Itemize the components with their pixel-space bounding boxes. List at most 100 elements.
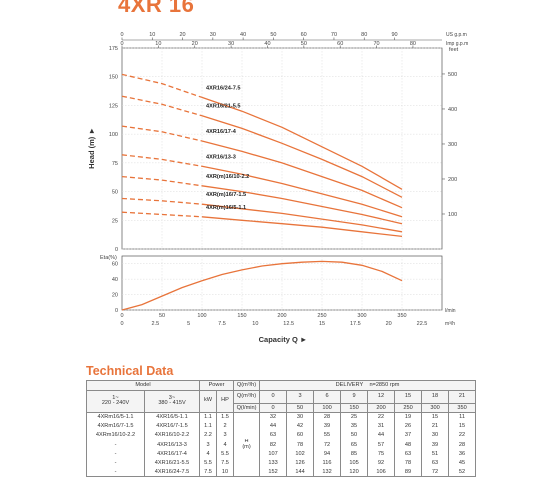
feet-tick-label: 300 <box>448 142 457 148</box>
head-value: 57 <box>367 438 396 451</box>
section-title: Technical Data <box>86 364 174 378</box>
us-gpm-tick-label: 50 <box>270 32 276 38</box>
power-kw: 2.2 <box>199 430 217 439</box>
head-value: 51 <box>421 450 450 459</box>
head-value: 126 <box>286 458 315 468</box>
rpm-label: n=2850 rpm <box>369 382 400 389</box>
head-value: 152 <box>259 467 288 477</box>
series-label: 4XR16/13-3 <box>206 154 236 160</box>
us-gpm-tick-label: 40 <box>240 32 246 38</box>
head-value: 37 <box>394 430 423 439</box>
power-hp: 3 <box>215 430 235 439</box>
head-value: 120 <box>340 467 369 477</box>
head-value: 102 <box>286 450 315 459</box>
q-lmin-value: 50 <box>286 402 315 414</box>
head-value: 72 <box>313 438 342 451</box>
imp-gpm-tick-label: 0 <box>120 41 123 47</box>
model-three-phase: 4XR16/7-1.5 <box>144 421 200 431</box>
head-value: 31 <box>367 421 396 431</box>
feet-tick-label: 400 <box>448 107 457 113</box>
head-value: 106 <box>367 467 396 477</box>
q-m3h-value: 18 <box>421 389 450 404</box>
power-hp: 4 <box>215 438 235 451</box>
head-value: 94 <box>313 450 342 459</box>
head-unit-label: H (m) <box>233 438 261 451</box>
head-curve <box>201 203 403 233</box>
eff-y-tick-label: 20 <box>112 293 118 299</box>
lmin-axis-label: l/min <box>445 308 456 314</box>
head-y-tick-label: 175 <box>109 46 118 52</box>
us-gpm-tick-label: 30 <box>210 32 216 38</box>
power-kw: 3 <box>199 438 217 451</box>
m3h-tick-label: 20 <box>386 321 392 327</box>
power-hp: 2 <box>215 421 235 431</box>
table-row: -4XR16/13-3 3 4 H (m) 82 78 72 65 57 48 39 28 <box>86 438 477 451</box>
head-value: 42 <box>286 421 315 431</box>
m3h-tick-label: 7.5 <box>218 321 226 327</box>
us-gpm-axis-label: US g.p.m <box>446 32 467 38</box>
head-value: 89 <box>394 467 423 477</box>
q-lmin-value: 300 <box>421 402 450 414</box>
head-value: 11 <box>448 412 477 422</box>
q-lmin-value: 100 <box>313 402 342 414</box>
q-m3h-value: 6 <box>313 389 342 404</box>
series-label: 4XR16/24-7.5 <box>206 85 241 91</box>
imp-gpm-tick-label: 70 <box>374 41 380 47</box>
eff-x-tick-label: 0 <box>120 313 123 319</box>
head-y-axis-label: Head (m) ► <box>87 127 96 169</box>
power-kw: 5.5 <box>199 458 217 468</box>
eff-x-tick-label: 150 <box>237 313 246 319</box>
head-unit-label <box>233 458 261 468</box>
head-y-tick-label: 75 <box>112 161 118 167</box>
head-value: 35 <box>340 421 369 431</box>
model-single-phase: - <box>86 467 145 477</box>
q-m3h-value: 3 <box>286 389 315 404</box>
head-value: 28 <box>313 412 342 422</box>
head-value: 75 <box>367 450 396 459</box>
table-row: -4XR16/21-5.5 5.5 7.5 133 126 116 105 92 78 63 45 <box>86 458 477 468</box>
head-value: 63 <box>421 458 450 468</box>
head-value: 133 <box>259 458 288 468</box>
m3h-axis-label: m³/h <box>445 321 455 327</box>
head-curve <box>201 165 403 218</box>
q-lmin-value: 0 <box>259 402 288 414</box>
q-lmin-value: 200 <box>367 402 396 414</box>
head-value: 26 <box>394 421 423 431</box>
power-hp: 5.5 <box>215 450 235 459</box>
m3h-tick-label: 12.5 <box>283 321 294 327</box>
q-lmin-value: 150 <box>340 402 369 414</box>
head-value: 63 <box>259 430 288 439</box>
head-value: 82 <box>259 438 288 451</box>
eff-x-tick-label: 300 <box>357 313 366 319</box>
capacity-axis-label: Capacity Q ► <box>259 335 308 344</box>
imp-gpm-tick-label: 50 <box>301 41 307 47</box>
model-single-phase: - <box>86 438 145 451</box>
q-m3h-label: Q(m³/h) <box>233 389 261 404</box>
head-value: 39 <box>313 421 342 431</box>
series-label: 4XR(m)16/7-1.5 <box>206 192 246 198</box>
table-row: -4XR16/17-4 4 5.5 107 102 94 85 75 63 51 36 <box>86 450 477 459</box>
head-value: 85 <box>340 450 369 459</box>
feet-tick-label: 500 <box>448 72 457 78</box>
power-hp: 10 <box>215 467 235 477</box>
head-curve-dashed <box>121 73 203 99</box>
head-unit-label <box>233 467 261 477</box>
head-value: 21 <box>421 421 450 431</box>
m3h-tick-label: 0 <box>120 321 123 327</box>
feet-axis-label: feet <box>449 47 459 53</box>
head-value: 15 <box>421 412 450 422</box>
eff-x-tick-label: 200 <box>277 313 286 319</box>
head-value: 45 <box>448 458 477 468</box>
head-curve-dashed <box>121 154 203 167</box>
head-unit-label <box>233 450 261 459</box>
head-value: 36 <box>448 450 477 459</box>
head-value: 50 <box>340 430 369 439</box>
model-three-phase: 4XR16/5-1.1 <box>144 412 200 422</box>
q-unit-header: Q(m³/h) <box>233 380 261 391</box>
head-curve <box>201 185 403 225</box>
q-m3h-value: 9 <box>340 389 369 404</box>
page-title: 4XR 16 <box>118 0 195 17</box>
head-value: 30 <box>286 412 315 422</box>
head-value: 55 <box>313 430 342 439</box>
